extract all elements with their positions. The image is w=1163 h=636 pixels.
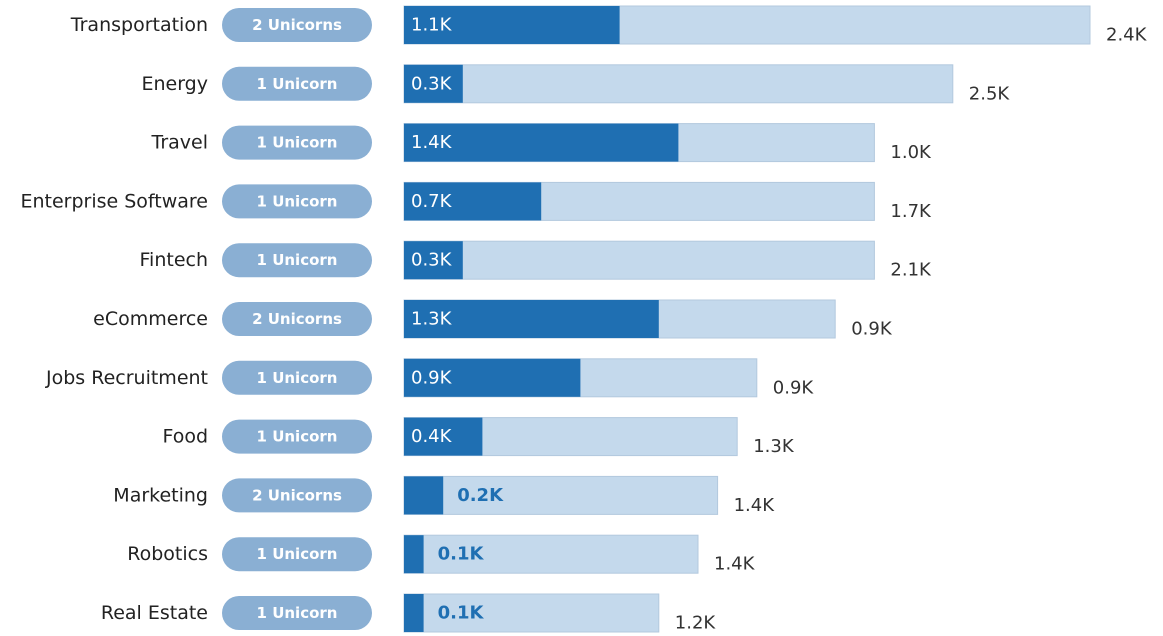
category-label: eCommerce bbox=[93, 308, 208, 330]
unicorn-badge bbox=[222, 243, 372, 278]
category-label: Jobs Recruitment bbox=[45, 367, 208, 389]
category-label: Fintech bbox=[140, 249, 209, 271]
category-label: Robotics bbox=[127, 543, 208, 565]
bar-dark-value-label: 0.2K bbox=[457, 485, 504, 506]
bar-light-value-label: 1.2K bbox=[675, 613, 717, 634]
unicorn-badge bbox=[222, 596, 372, 630]
unicorn-badge-label: 1 Unicorn bbox=[257, 369, 338, 387]
bar-light bbox=[403, 593, 660, 633]
unicorn-badge-label: 2 Unicorns bbox=[252, 486, 342, 504]
unicorn-badge-label: 1 Unicorn bbox=[257, 428, 338, 446]
unicorn-badge bbox=[222, 537, 372, 572]
unicorn-badge-label: 2 Unicorns bbox=[252, 310, 342, 328]
bar-light-value-label: 2.1K bbox=[890, 260, 932, 281]
unicorn-badge bbox=[222, 184, 372, 219]
bar-dark bbox=[404, 476, 444, 515]
bar-dark bbox=[404, 6, 620, 44]
bar-dark-value-label: 0.1K bbox=[438, 603, 485, 624]
bar-light-value-label: 1.3K bbox=[753, 436, 795, 457]
unicorn-badge-label: 1 Unicorn bbox=[257, 604, 338, 622]
bar-dark bbox=[404, 64, 463, 103]
bar-dark bbox=[404, 241, 463, 280]
category-label: Marketing bbox=[113, 484, 208, 506]
bar-dark-value-label: 0.9K bbox=[411, 367, 453, 388]
bar-light-value-label: 0.9K bbox=[773, 377, 815, 398]
bar-light bbox=[403, 475, 719, 515]
category-label: Real Estate bbox=[101, 602, 208, 624]
unicorn-badge-label: 1 Unicorn bbox=[257, 251, 338, 269]
unicorn-badge bbox=[222, 360, 372, 395]
unicorn-badge bbox=[222, 8, 372, 42]
category-label: Food bbox=[162, 426, 208, 448]
bar-dark-value-label: 1.1K bbox=[411, 15, 453, 36]
bar-dark bbox=[404, 300, 659, 338]
unicorn-badge-label: 1 Unicorn bbox=[257, 134, 338, 152]
bar-dark-value-label: 0.7K bbox=[411, 191, 453, 212]
bar-dark-value-label: 1.4K bbox=[411, 132, 453, 153]
bar-dark bbox=[404, 594, 424, 632]
bar-light bbox=[403, 534, 699, 574]
bar-light-value-label: 1.4K bbox=[734, 495, 776, 516]
unicorn-badge-label: 1 Unicorn bbox=[257, 545, 338, 563]
category-label: Energy bbox=[141, 73, 208, 95]
unicorn-badge-label: 2 Unicorns bbox=[252, 16, 342, 34]
bar-dark bbox=[404, 182, 542, 221]
unicorn-badge bbox=[222, 302, 372, 336]
unicorn-badge bbox=[222, 66, 372, 101]
bar-dark bbox=[404, 123, 679, 162]
unicorn-badge bbox=[222, 419, 372, 454]
bar-light-value-label: 2.5K bbox=[969, 83, 1011, 104]
bar-light-value-label: 1.0K bbox=[890, 142, 932, 163]
bar-light-value-label: 0.9K bbox=[851, 319, 893, 340]
bar-light bbox=[403, 64, 954, 104]
bar-light-value-label: 2.4K bbox=[1106, 25, 1148, 46]
bar-dark bbox=[404, 358, 581, 397]
category-label: Enterprise Software bbox=[20, 190, 208, 212]
unicorn-badge bbox=[222, 478, 372, 513]
bar-dark bbox=[404, 535, 424, 574]
bar-light bbox=[403, 240, 875, 280]
unicorn-badge-label: 1 Unicorn bbox=[257, 192, 338, 210]
bar-light-value-label: 1.7K bbox=[890, 201, 932, 222]
unicorn-badge-label: 1 Unicorn bbox=[257, 75, 338, 93]
bar-dark-value-label: 0.1K bbox=[438, 544, 485, 565]
bar-light-value-label: 1.4K bbox=[714, 554, 756, 575]
bar-dark-value-label: 0.3K bbox=[411, 73, 453, 94]
category-label: Transportation bbox=[70, 14, 208, 36]
bar-dark-value-label: 1.3K bbox=[411, 309, 453, 330]
bar-dark bbox=[404, 417, 483, 456]
unicorn-badge bbox=[222, 125, 372, 160]
bar-dark-value-label: 0.3K bbox=[411, 250, 453, 271]
bar-dark-value-label: 0.4K bbox=[411, 426, 453, 447]
category-label: Travel bbox=[151, 132, 208, 154]
